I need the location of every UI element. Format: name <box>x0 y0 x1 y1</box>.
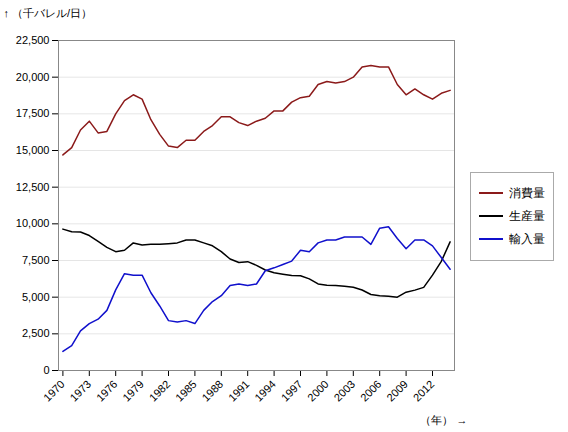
svg-text:2006: 2006 <box>358 378 384 404</box>
svg-text:1991: 1991 <box>226 378 252 404</box>
svg-text:15,000: 15,000 <box>16 144 50 156</box>
svg-text:1979: 1979 <box>120 378 146 404</box>
svg-text:17,500: 17,500 <box>16 107 50 119</box>
svg-text:↑ （千バレル/日）: ↑ （千バレル/日） <box>4 7 93 19</box>
svg-text:1970: 1970 <box>41 378 67 404</box>
svg-text:1985: 1985 <box>173 378 199 404</box>
svg-text:1997: 1997 <box>279 378 305 404</box>
svg-text:1982: 1982 <box>147 378 173 404</box>
svg-text:7,500: 7,500 <box>22 254 50 266</box>
svg-text:1994: 1994 <box>252 378 278 404</box>
svg-text:0: 0 <box>43 364 49 376</box>
svg-text:2,500: 2,500 <box>22 327 50 339</box>
svg-text:1976: 1976 <box>94 378 120 404</box>
svg-text:2003: 2003 <box>331 378 357 404</box>
html-text:生産量: 生産量 <box>509 208 545 223</box>
svg-text:22,500: 22,500 <box>16 34 50 46</box>
svg-text:（年） →: （年） → <box>420 414 467 426</box>
html-text:消費量: 消費量 <box>509 185 545 200</box>
svg-text:20,000: 20,000 <box>16 71 50 83</box>
svg-text:1988: 1988 <box>199 378 225 404</box>
svg-text:5,000: 5,000 <box>22 291 50 303</box>
svg-text:2012: 2012 <box>411 378 437 404</box>
svg-text:10,000: 10,000 <box>16 217 50 229</box>
svg-text:2000: 2000 <box>305 378 331 404</box>
svg-text:1973: 1973 <box>67 378 93 404</box>
html-text:輸入量: 輸入量 <box>509 231 545 246</box>
svg-text:12,500: 12,500 <box>16 181 50 193</box>
svg-text:2009: 2009 <box>384 378 410 404</box>
